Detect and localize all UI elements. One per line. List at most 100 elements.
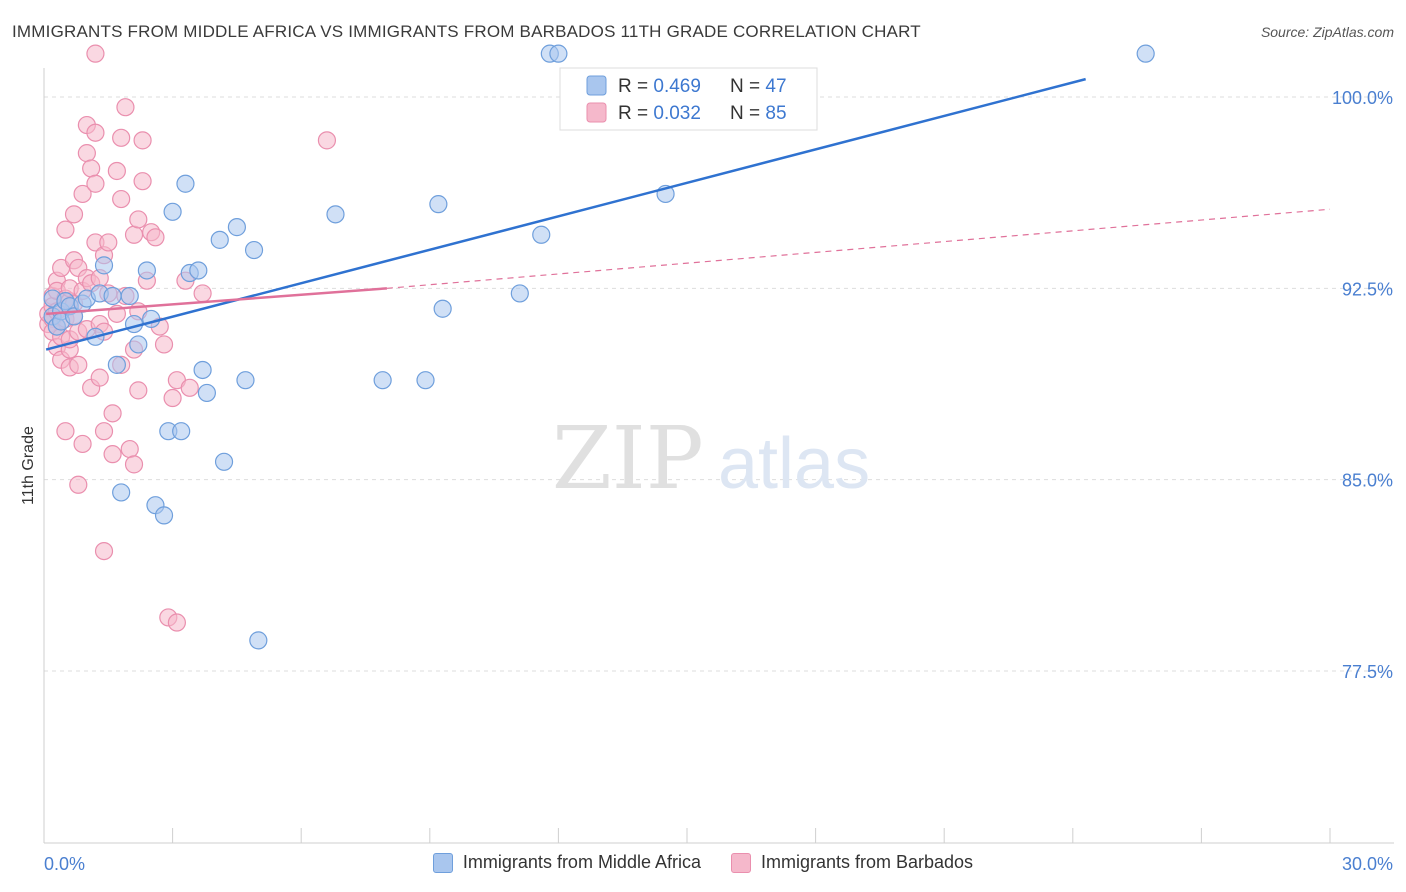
data-point-middle-africa — [112, 483, 131, 502]
data-point-barbados — [56, 220, 75, 239]
legend-n-label-2: N = — [730, 103, 765, 124]
data-point-barbados — [129, 210, 148, 229]
middle-africa-points — [43, 44, 1155, 650]
legend-r-label-1: R = — [618, 76, 653, 97]
data-point-barbados — [180, 378, 199, 397]
data-point-barbados — [69, 355, 88, 374]
data-point-barbados — [167, 613, 186, 632]
data-point-barbados — [103, 445, 122, 464]
legend-r-value-1: 0.469 — [653, 76, 701, 97]
y-axis-title: 11th Grade — [20, 426, 37, 505]
x-tick-labels: 0.0% 30.0% — [44, 854, 1393, 874]
data-point-middle-africa — [326, 205, 345, 224]
trend-line-middle-africa — [45, 77, 1086, 351]
data-point-middle-africa — [549, 44, 568, 63]
legend-swatch-blue — [586, 75, 607, 96]
data-point-middle-africa — [94, 256, 114, 275]
data-point-middle-africa — [193, 360, 212, 380]
data-point-barbados — [112, 189, 131, 209]
data-point-barbados — [120, 439, 139, 459]
svg-text:N = 47: N = 47 — [730, 76, 787, 97]
data-point-barbados — [193, 284, 212, 303]
data-point-barbados — [90, 368, 109, 387]
series-swatch-pink — [730, 852, 751, 873]
legend-r-label-2: R = — [618, 103, 653, 124]
data-point-barbados — [124, 455, 144, 474]
data-point-middle-africa — [227, 218, 246, 237]
data-point-middle-africa — [429, 195, 448, 214]
data-point-middle-africa — [416, 371, 435, 390]
x-tick-label-min: 0.0% — [44, 854, 85, 874]
series-legend-label-middle-africa: Immigrants from Middle Africa — [462, 852, 701, 872]
data-point-barbados — [112, 128, 131, 147]
y-tick-label: 77.5% — [1342, 662, 1393, 682]
legend-n-value-1: 47 — [765, 76, 786, 97]
series-legend-label-barbados: Immigrants from Barbados — [760, 852, 974, 872]
data-point-barbados — [163, 388, 182, 408]
data-point-middle-africa — [172, 422, 191, 441]
series-legend-item-middle-africa: Immigrants from Middle Africa — [432, 852, 701, 873]
data-point-middle-africa — [373, 371, 392, 390]
data-point-middle-africa — [510, 284, 529, 303]
legend-n-label-1: N = — [730, 76, 765, 97]
data-point-middle-africa — [249, 631, 268, 650]
y-tick-label: 100.0% — [1332, 88, 1393, 108]
data-point-barbados — [107, 161, 126, 181]
legend-swatch-pink — [586, 102, 607, 123]
watermark-atlas: atlas — [718, 424, 870, 504]
data-point-barbados — [133, 172, 152, 191]
data-point-middle-africa — [107, 355, 126, 374]
data-point-middle-africa — [197, 383, 216, 403]
data-point-middle-africa — [129, 335, 148, 354]
y-tick-labels: 100.0% 92.5% 85.0% 77.5% — [1332, 88, 1393, 682]
data-point-middle-africa — [120, 286, 139, 306]
data-point-middle-africa — [137, 261, 156, 280]
data-point-barbados — [103, 404, 122, 423]
axes — [43, 68, 1394, 844]
y-tick-label: 92.5% — [1342, 279, 1393, 299]
data-point-barbados — [86, 123, 105, 142]
data-point-middle-africa — [1136, 44, 1155, 63]
trend-line-barbados — [46, 287, 388, 316]
data-point-barbados — [82, 159, 101, 178]
svg-text:R = 0.032: R = 0.032 — [618, 103, 701, 124]
data-point-barbados — [86, 44, 105, 63]
data-point-barbados — [94, 422, 114, 441]
chart-title: IMMIGRANTS FROM MIDDLE AFRICA VS IMMIGRA… — [12, 22, 921, 41]
data-point-barbados — [317, 131, 337, 150]
data-point-barbados — [64, 205, 84, 224]
legend-r-value-2: 0.032 — [653, 103, 701, 124]
trend-lines — [45, 77, 1331, 351]
watermark: ZIP atlas — [552, 409, 870, 509]
data-point-barbados — [146, 228, 165, 247]
data-point-barbados — [99, 233, 118, 252]
data-point-middle-africa — [163, 202, 182, 221]
data-point-barbados — [86, 174, 105, 193]
data-point-barbados — [124, 225, 144, 244]
data-point-middle-africa — [214, 452, 234, 471]
series-legend: Immigrants from Middle Africa Immigrants… — [0, 852, 1406, 873]
data-point-middle-africa — [154, 506, 174, 525]
data-point-barbados — [154, 335, 174, 354]
series-swatch-blue — [432, 852, 453, 873]
data-point-barbados — [116, 98, 135, 117]
stats-legend: R = 0.469 N = 47 R = 0.032 N = 85 — [559, 67, 818, 131]
svg-text:R = 0.469: R = 0.469 — [618, 76, 701, 97]
data-point-barbados — [77, 144, 96, 163]
data-point-barbados — [94, 541, 114, 561]
data-point-middle-africa — [176, 174, 195, 193]
data-point-barbados — [73, 184, 92, 204]
data-point-barbados — [56, 422, 75, 441]
data-point-barbados — [73, 434, 92, 454]
data-point-middle-africa — [189, 261, 208, 280]
data-point-barbados — [129, 381, 148, 400]
data-point-barbados — [69, 475, 88, 494]
data-point-middle-africa — [210, 230, 229, 249]
x-tick-label-max: 30.0% — [1342, 854, 1393, 874]
y-tick-label: 85.0% — [1342, 471, 1393, 491]
data-point-middle-africa — [103, 286, 122, 306]
x-ticks — [43, 828, 1331, 843]
barbados-points — [39, 44, 337, 632]
watermark-zip: ZIP — [552, 409, 704, 509]
